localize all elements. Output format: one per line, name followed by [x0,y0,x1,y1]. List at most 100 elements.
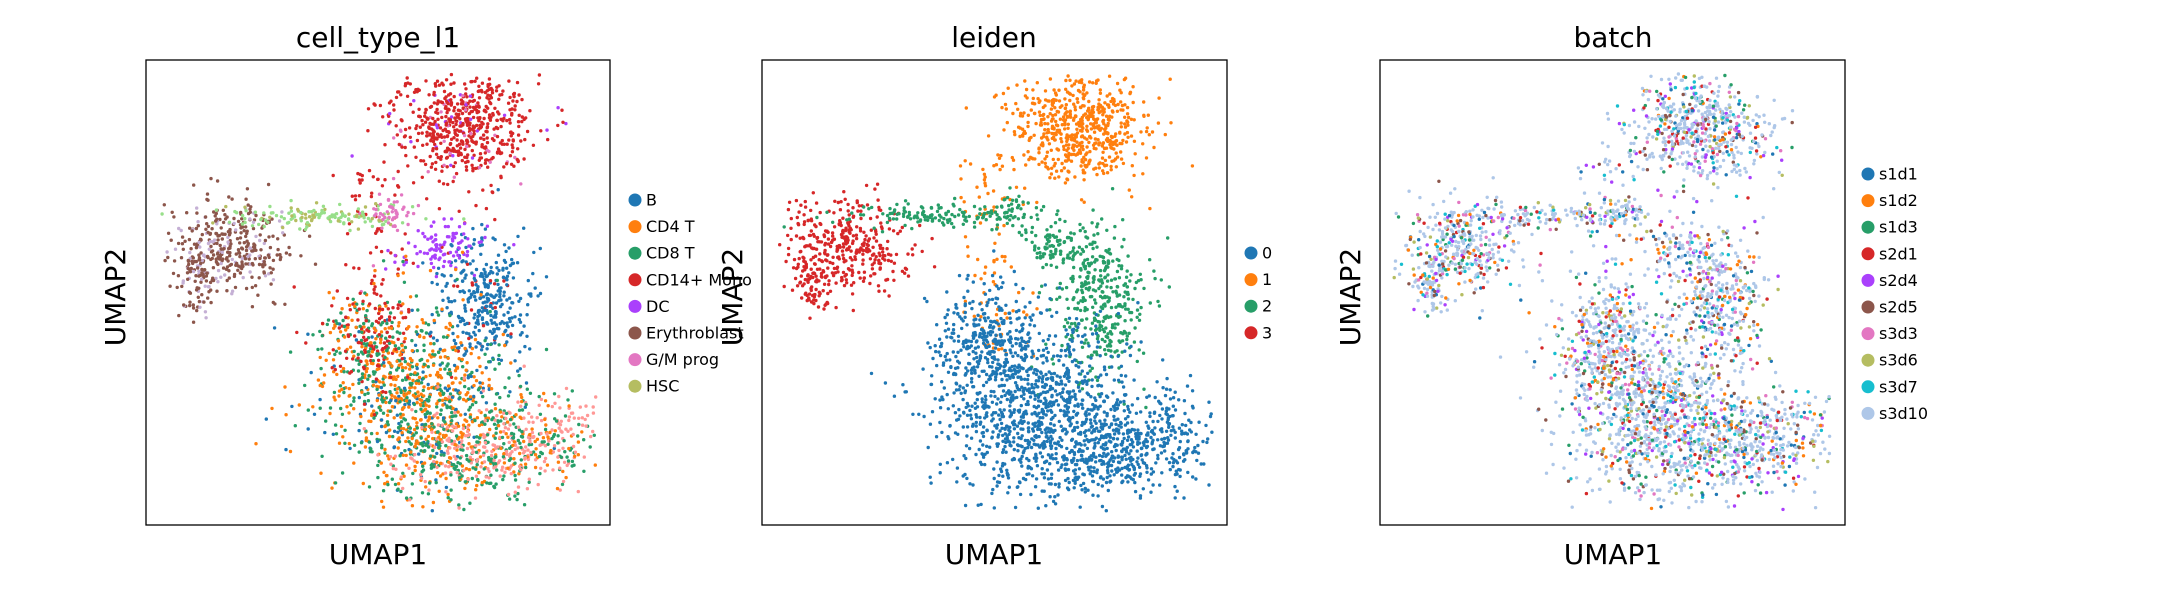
scatter-point [797,210,801,214]
scatter-point [397,436,401,440]
scatter-point [1041,144,1045,148]
scatter-point [333,423,338,427]
scatter-point [1118,141,1122,146]
scatter-point [463,147,467,152]
scatter-point [357,450,361,454]
scatter-point [483,161,488,165]
scatter-point [500,465,505,469]
scatter-point [470,403,475,407]
scatter-point [463,155,467,159]
scatter-point [230,257,234,262]
scatter-point [467,296,471,300]
scatter-point [511,146,515,150]
scatter-point [456,410,460,414]
scatter-point [473,295,477,299]
scatter-point [1087,264,1092,268]
scatter-point [570,464,574,468]
scatter-point [282,216,286,221]
scatter-point [1043,157,1047,161]
scatter-point [406,375,410,379]
scatter-point [467,336,471,341]
scatter-point [1087,106,1091,111]
scatter-point [419,449,423,453]
scatter-point [250,305,255,309]
scatter-point [361,213,365,217]
scatter-point [496,420,500,424]
scatter-point [452,94,456,99]
scatter-point [382,341,387,345]
scatter-point [869,228,873,232]
scatter-point [204,227,208,231]
scatter-point [289,206,293,210]
scatter-point [393,344,398,348]
scatter-point [424,485,428,489]
scatter-point [1109,164,1113,169]
scatter-point [508,306,512,310]
scatter-point [312,215,317,219]
scatter-point [230,289,235,293]
scatter-point [436,382,440,386]
scatter-point [414,155,418,159]
scatter-point [441,416,446,420]
scatter-point [1109,278,1114,282]
scatter-point [425,359,430,363]
scatter-point [1051,233,1055,238]
scatter-point [1120,245,1124,249]
scatter-point [442,89,447,94]
scatter-point [422,461,427,465]
scatter-point [224,204,228,209]
scatter-point [1002,128,1006,132]
scatter-point [1070,146,1075,150]
scatter-point [456,461,460,465]
scatter-point [445,449,450,453]
scatter-point [330,304,334,308]
scatter-point [486,311,490,315]
scatter-point [1101,119,1105,124]
scatter-point [519,139,523,143]
scatter-point [460,357,464,362]
scatter-point [402,340,406,344]
scatter-point [423,120,428,124]
scatter-point [873,187,877,191]
scatter-point [385,348,389,352]
scatter-point [540,451,544,456]
scatter-point [356,227,361,231]
scatter-point [476,318,480,322]
scatter-point [169,238,173,242]
scatter-point [426,382,430,387]
scatter-point [485,224,490,228]
scatter-point [494,315,498,319]
scatter-point [1071,277,1075,281]
scatter-point [370,217,374,221]
scatter-point [1074,122,1079,126]
scatter-point [418,334,422,339]
scatter-point [469,351,473,356]
scatter-point [544,347,549,352]
scatter-point [1049,148,1054,152]
scatter-point [440,307,444,311]
scatter-point [1101,327,1105,332]
scatter-point [410,338,414,343]
scatter-point [455,284,460,288]
scatter-point [404,496,409,500]
scatter-point [457,476,462,480]
scatter-point [371,175,375,179]
scatter-point [285,221,290,225]
scatter-point [877,251,881,255]
scatter-point [337,394,341,398]
scatter-point [518,350,522,354]
scatter-point [439,249,443,253]
scatter-point [210,227,214,231]
scatter-point [402,263,406,267]
scatter-point [1105,136,1110,141]
scatter-point [845,240,849,244]
scatter-point [580,430,584,434]
scatter-point [385,330,389,334]
scatter-point [311,333,315,337]
scatter-point [411,416,415,420]
scatter-point [979,277,983,281]
scatter-point [396,267,400,271]
scatter-point [503,260,508,264]
scatter-point [874,255,878,259]
scatter-point [1066,321,1070,325]
